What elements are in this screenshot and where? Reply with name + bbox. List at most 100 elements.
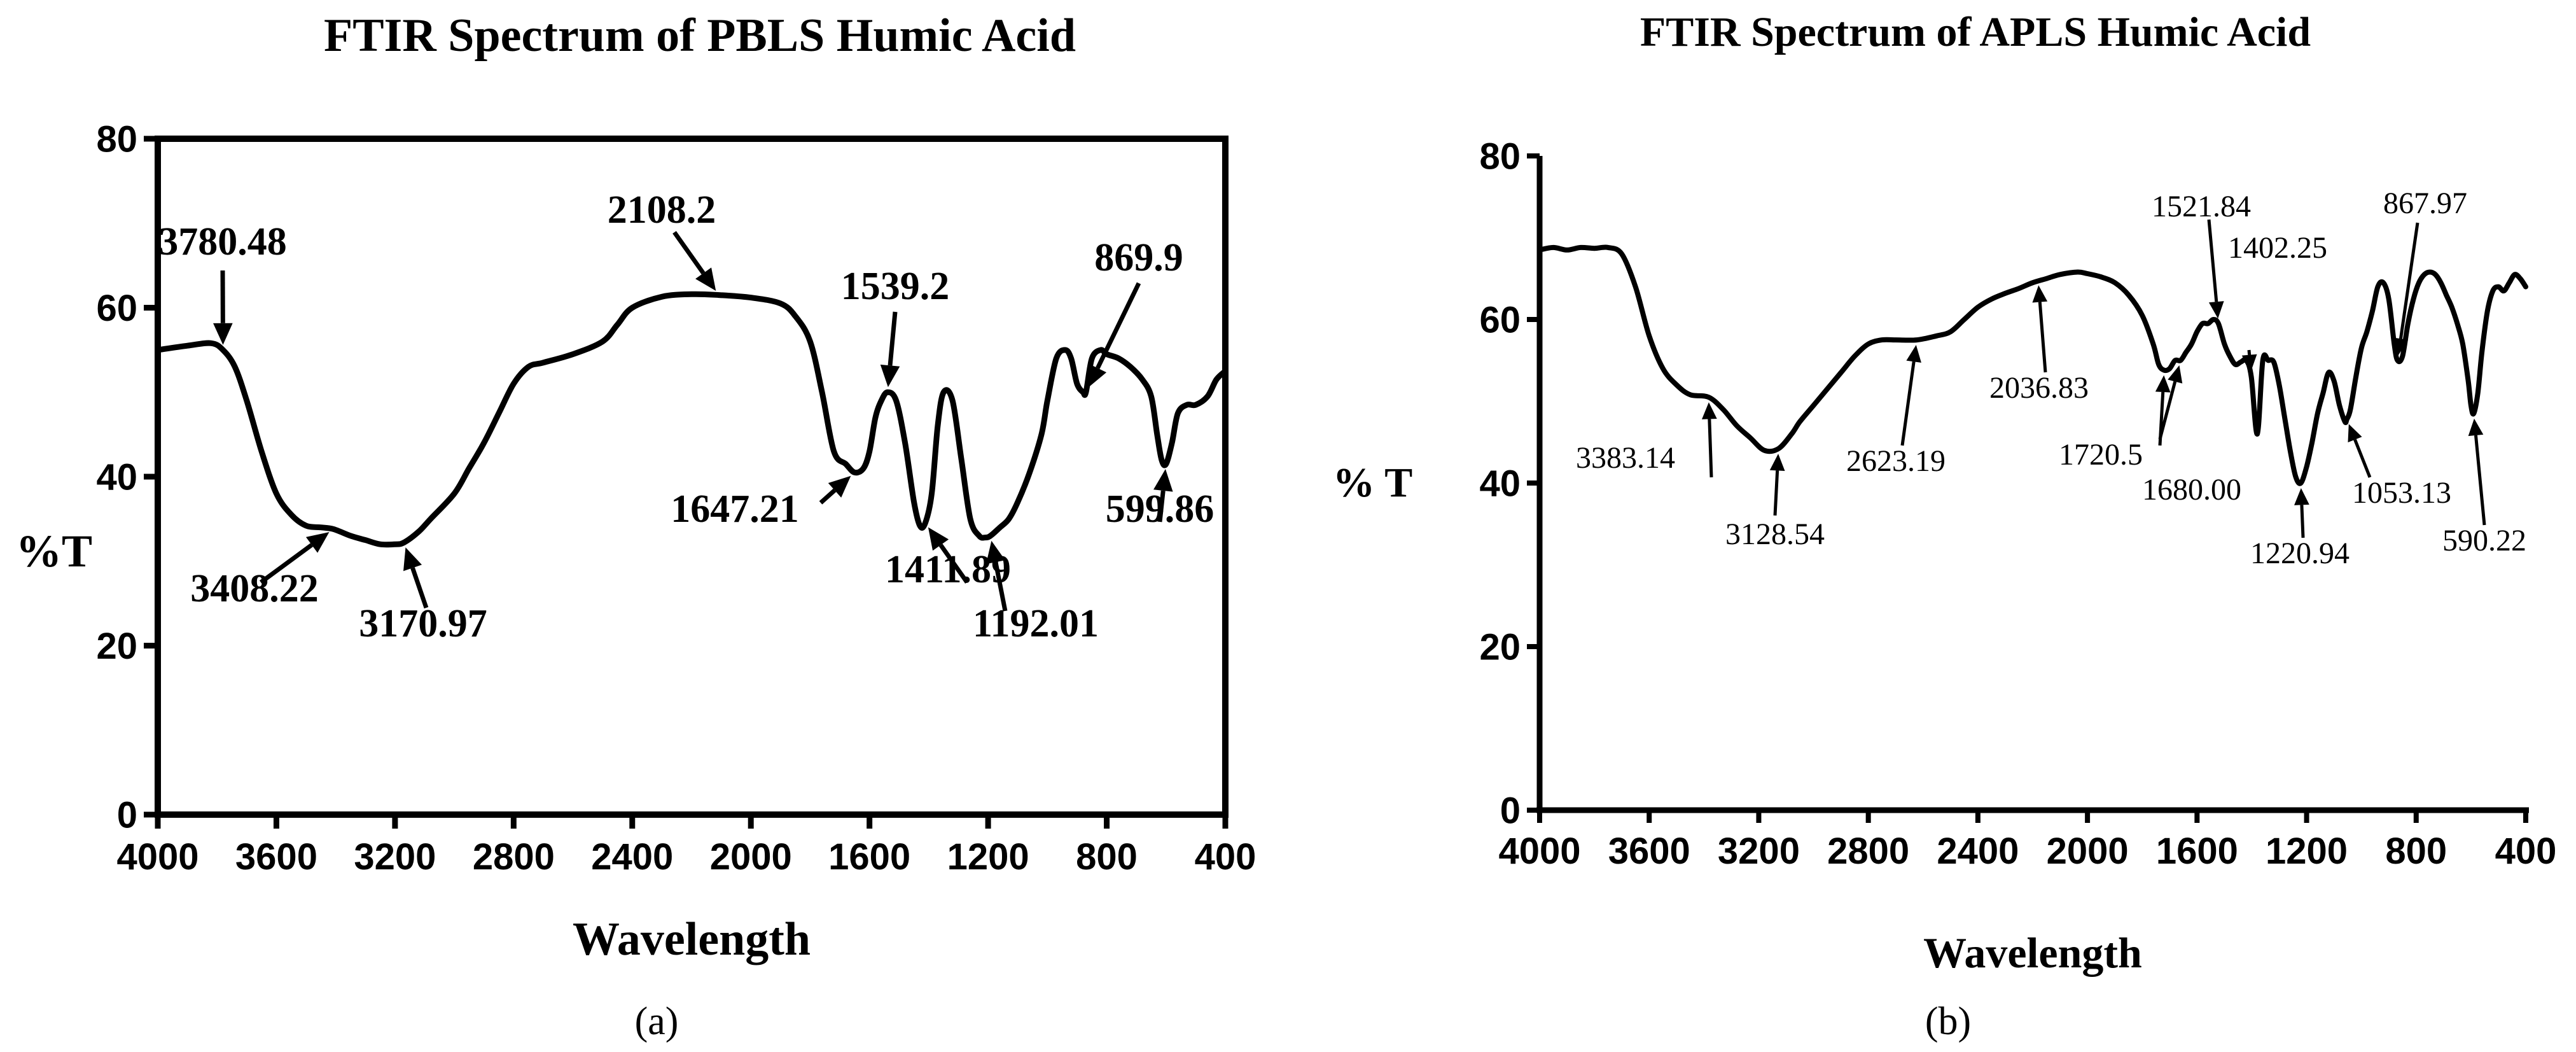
annotation-arrowhead xyxy=(2032,285,2048,303)
annotation-arrowhead xyxy=(2468,418,2484,437)
annotation-arrowhead xyxy=(2294,487,2309,505)
x-tick-label: 1600 xyxy=(828,836,910,878)
peak-label: 3128.54 xyxy=(1725,517,1825,551)
spectrum-line xyxy=(1537,244,2528,486)
y-tick-label: 60 xyxy=(1479,299,1521,340)
y-tick-label: 80 xyxy=(96,118,137,160)
annotation-arrow xyxy=(819,488,837,505)
annotation-arrow xyxy=(672,230,706,275)
annotation-arrowhead xyxy=(828,475,851,498)
x-tick-label: 1600 xyxy=(2156,831,2238,872)
y-tick-label: 40 xyxy=(1479,463,1521,504)
y-tick-label: 80 xyxy=(1479,136,1521,177)
x-axis-label: Wavelength xyxy=(1923,929,2142,977)
chart-title: FTIR Spectrum of PBLS Humic Acid xyxy=(324,10,1076,62)
y-axis-ticks: 0 20 40 60 80 xyxy=(1479,136,1540,831)
spectrum-line xyxy=(155,291,1229,548)
annotation-arrow xyxy=(2353,438,2372,478)
x-tick-label: 2800 xyxy=(473,836,555,878)
annotation-arrowhead xyxy=(1153,469,1173,492)
peak-label: 1402.25 xyxy=(2228,231,2327,265)
peak-label: 1053.13 xyxy=(2352,476,2451,510)
x-tick-label: 3200 xyxy=(354,836,436,878)
annotation-arrowhead xyxy=(403,547,422,572)
x-tick-label: 800 xyxy=(2385,831,2447,872)
annotation-arrowhead xyxy=(2393,337,2409,356)
annotation-arrow xyxy=(1708,419,1713,478)
chart-panel-a: FTIR Spectrum of PBLS Humic Acid 0 20 40 60… xyxy=(16,10,1256,1043)
y-axis-ticks: 0 20 40 60 80 xyxy=(96,118,158,836)
peak-annotations: 3383.14 3128.54 2623.19 2036.83 1720.51680.0… xyxy=(1576,186,2526,570)
annotation-arrow xyxy=(1900,361,1916,446)
x-axis-ticks: 4000 3600 3200 2800 2400 2000 1600 1200 800 400 xyxy=(116,815,1256,878)
chart-panel-b: FTIR Spectrum of APLS Humic Acid 0 20 40 60… xyxy=(1333,9,2556,1043)
annotation-arrowhead xyxy=(928,527,949,551)
chart-title: FTIR Spectrum of APLS Humic Acid xyxy=(1640,9,2311,55)
peak-label: 2036.83 xyxy=(1989,371,2089,405)
annotation-arrowhead xyxy=(1088,363,1107,388)
annotation-arrow xyxy=(2038,302,2047,373)
peak-annotations: 3780.48 3408.22 3170.97 2108.2 1647.21 1539.2… xyxy=(158,188,1214,645)
x-tick-label: 3600 xyxy=(235,836,317,878)
annotation-arrowhead xyxy=(2168,365,2183,384)
annotation-arrow xyxy=(1157,490,1166,522)
x-axis-ticks: 4000 3600 3200 2800 2400 2000 1600 1200 800 400 xyxy=(1498,810,2556,872)
annotation-arrowhead xyxy=(213,323,233,345)
peak-label: 1192.01 xyxy=(973,602,1099,645)
annotation-arrowhead xyxy=(880,364,900,388)
annotation-arrow xyxy=(2474,435,2486,526)
annotation-arrow xyxy=(2207,219,2218,302)
x-tick-label: 4000 xyxy=(116,836,198,878)
annotation-arrowhead xyxy=(2155,375,2171,393)
annotation-arrow xyxy=(888,311,898,366)
peak-label: 1680.00 xyxy=(2142,473,2241,507)
x-tick-label: 2400 xyxy=(1937,831,2019,872)
x-tick-label: 2400 xyxy=(591,836,673,878)
annotation-arrow xyxy=(938,544,969,584)
annotation-arrow xyxy=(2398,222,2419,339)
plot-frame xyxy=(155,136,1229,818)
x-axis-label: Wavelength xyxy=(573,913,811,965)
x-tick-label: 800 xyxy=(1076,836,1138,878)
x-tick-label: 3600 xyxy=(1608,831,1690,872)
annotation-arrowhead xyxy=(2348,424,2362,443)
y-tick-label: 0 xyxy=(1500,790,1521,831)
peak-label: 1720.5 xyxy=(2059,438,2143,472)
x-tick-label: 2800 xyxy=(1827,831,1909,872)
x-tick-label: 400 xyxy=(1195,836,1257,878)
x-tick-label: 2000 xyxy=(2047,831,2129,872)
annotation-arrow xyxy=(2247,349,2252,355)
annotation-arrowhead xyxy=(2208,301,2224,319)
x-tick-label: 1200 xyxy=(2266,831,2348,872)
annotation-arrow xyxy=(1773,470,1779,516)
peak-label: 590.22 xyxy=(2442,524,2526,558)
y-axis-label: % T xyxy=(1333,459,1412,506)
y-tick-label: 0 xyxy=(117,794,137,836)
annotation-arrow xyxy=(2158,381,2177,440)
peak-label: 2623.19 xyxy=(1846,444,1946,478)
annotation-arrow xyxy=(2300,505,2305,538)
annotation-arrow xyxy=(410,567,429,609)
annotation-arrowhead xyxy=(1906,345,1921,363)
x-tick-label: 1200 xyxy=(947,836,1029,878)
annotation-arrowhead xyxy=(695,267,716,291)
annotation-arrowhead xyxy=(1769,454,1785,471)
peak-label: 2108.2 xyxy=(608,188,716,232)
peak-label: 3170.97 xyxy=(359,602,487,645)
annotation-arrowhead xyxy=(1701,402,1717,419)
y-tick-label: 20 xyxy=(96,626,137,667)
y-axis-label: %T xyxy=(16,526,92,577)
peak-label: 1521.84 xyxy=(2152,190,2251,223)
peak-label: 3780.48 xyxy=(158,220,287,263)
annotation-arrow xyxy=(1096,282,1141,369)
y-tick-label: 60 xyxy=(96,288,137,329)
panel-label: (b) xyxy=(1925,1000,1971,1043)
y-tick-label: 40 xyxy=(96,456,137,498)
peak-label: 1220.94 xyxy=(2250,537,2350,570)
x-tick-label: 3200 xyxy=(1718,831,1800,872)
x-tick-label: 400 xyxy=(2495,831,2557,872)
x-tick-label: 4000 xyxy=(1498,831,1580,872)
peak-label: 1539.2 xyxy=(841,265,950,308)
peak-label: 3383.14 xyxy=(1576,441,1675,475)
